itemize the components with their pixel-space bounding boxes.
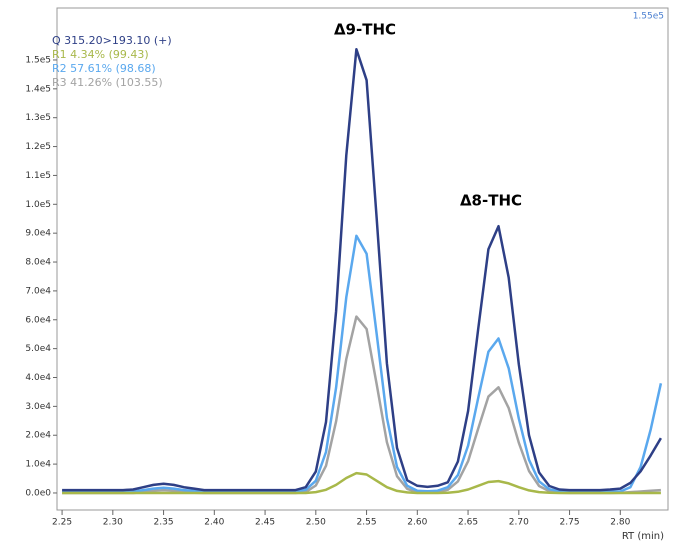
x-tick-label: 2.45 [255,518,275,528]
series-line [62,48,662,492]
series-line [62,234,663,493]
y-tick-label: 1.2e5 [25,142,51,152]
y-tick-label: 0.0e0 [25,488,51,498]
series-line [62,471,661,495]
x-tick-label: 2.35 [154,518,174,528]
legend-entry: Q 315.20>193.10 (+) [52,34,172,47]
series-line [62,315,661,495]
x-tick-label: 2.25 [52,518,72,528]
y-tick-label: 1.4e5 [25,84,51,94]
y-tick-label: 1.0e5 [25,200,51,210]
y-tick-label: 1.0e4 [25,460,51,470]
y-tick-label: 1.3e5 [25,113,51,123]
plot-frame [56,7,669,511]
legend-entry: R2 57.61% (98.68) [52,62,156,75]
x-tick-label: 2.30 [103,518,123,528]
x-tick-label: 2.60 [407,518,427,528]
legend-entry: R3 41.26% (103.55) [52,76,163,89]
y-tick-label: 5.0e4 [25,344,51,354]
x-axis-label: RT (min) [622,531,664,542]
annotation: Δ8-THC [460,192,522,210]
x-tick-label: 2.50 [306,518,326,528]
y-tick-label: 9.0e4 [25,229,51,239]
max-intensity: 1.55e5 [633,12,664,22]
y-tick-label: 8.0e4 [25,258,51,268]
y-tick-label: 2.0e4 [25,431,51,441]
annotation: Δ9-THC [334,21,396,39]
y-tick-label: 4.0e4 [25,373,51,383]
y-tick-label: 3.0e4 [25,402,51,412]
y-tick-label: 1.5e5 [25,55,51,65]
x-tick-label: 2.70 [509,518,529,528]
legend-entry: R1 4.34% (99.43) [52,48,149,61]
y-tick-label: 1.1e5 [25,171,51,181]
y-tick-label: 7.0e4 [25,286,51,296]
x-tick-label: 2.65 [458,518,478,528]
x-tick-label: 2.40 [204,518,224,528]
y-tick-label: 6.0e4 [25,315,51,325]
x-tick-label: 2.80 [610,518,630,528]
x-tick-label: 2.75 [560,518,580,528]
x-tick-label: 2.55 [357,518,377,528]
